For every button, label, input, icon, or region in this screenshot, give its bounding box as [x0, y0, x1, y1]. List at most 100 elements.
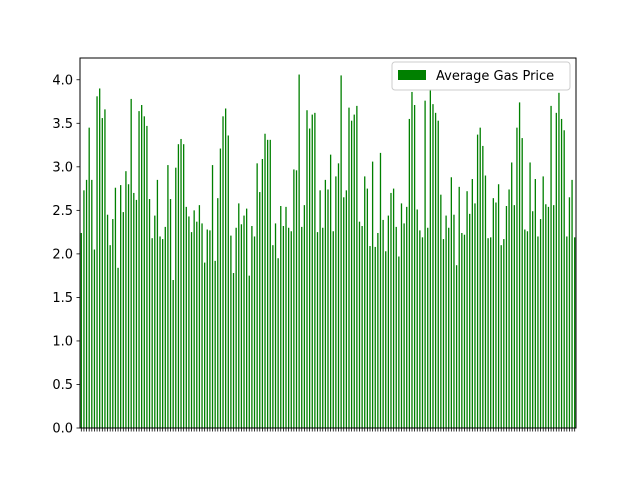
bar: [406, 206, 408, 428]
bar: [450, 177, 452, 428]
bar: [364, 176, 366, 428]
bar: [353, 114, 355, 428]
legend-box: [391, 61, 571, 91]
bar: [104, 109, 106, 429]
bar: [99, 88, 101, 428]
bar: [429, 89, 431, 428]
bar: [261, 158, 264, 429]
bar: [419, 230, 421, 428]
bars-group: [80, 74, 576, 429]
bar: [413, 105, 416, 428]
bar: [387, 215, 390, 428]
bar: [539, 219, 542, 428]
bar: [190, 232, 193, 428]
bar: [500, 245, 502, 428]
bar: [198, 205, 201, 428]
bar: [329, 154, 332, 428]
bar: [524, 229, 526, 428]
y-tick-label: 3.5: [52, 117, 73, 132]
bar: [497, 184, 500, 428]
bar: [319, 190, 321, 428]
bar: [188, 216, 190, 428]
bar: [571, 179, 573, 428]
bar: [398, 256, 400, 428]
bar: [167, 165, 169, 428]
bar: [358, 221, 361, 428]
bar: [88, 127, 90, 429]
bar: [487, 238, 489, 428]
bar: [482, 145, 484, 428]
bar: [566, 236, 568, 428]
bar: [343, 197, 345, 428]
bar: [164, 226, 166, 428]
bar: [340, 75, 342, 428]
bar: [345, 190, 348, 428]
bar: [185, 206, 187, 428]
bar: [272, 245, 274, 428]
bar: [285, 206, 287, 428]
bar: [232, 273, 235, 428]
bar: [356, 105, 358, 428]
bar: [560, 118, 563, 428]
y-tick-label: 3.0: [52, 160, 73, 175]
bar: [371, 161, 374, 428]
bar: [154, 215, 156, 428]
bar: [395, 226, 397, 428]
bar: [256, 163, 258, 428]
bar: [311, 114, 313, 428]
bar: [555, 112, 557, 428]
bar: [314, 112, 316, 428]
legend: Average Gas Price: [391, 61, 571, 91]
bar: [141, 105, 143, 428]
bar: [547, 206, 550, 428]
bar: [434, 112, 437, 428]
bar: [156, 179, 159, 428]
bar: [80, 232, 82, 428]
bar: [526, 231, 529, 428]
bar: [211, 165, 214, 428]
bar: [558, 92, 560, 428]
bar: [93, 249, 96, 428]
bar: [335, 176, 337, 428]
bar: [138, 111, 140, 429]
bar: [427, 227, 429, 428]
bar: [112, 219, 114, 428]
bar: [463, 234, 466, 428]
bar: [432, 104, 434, 428]
bar: [269, 139, 271, 428]
bar: [303, 205, 306, 428]
bar: [243, 215, 245, 428]
bar: [400, 203, 403, 428]
bar: [196, 221, 198, 428]
bar: [411, 91, 413, 428]
bar: [332, 231, 334, 428]
bar: [379, 152, 382, 428]
bar: [127, 184, 130, 428]
bar: [280, 206, 282, 428]
bar: [542, 176, 544, 428]
bar: [392, 188, 395, 428]
y-tick-label: 0.5: [52, 378, 73, 393]
bar: [563, 130, 565, 428]
bar: [248, 275, 250, 428]
bar: [445, 215, 447, 428]
bar: [96, 96, 98, 428]
bar: [508, 189, 510, 428]
bar: [290, 231, 292, 428]
bar: [295, 170, 298, 428]
bar: [125, 171, 127, 428]
bar: [114, 187, 117, 428]
bar: [235, 227, 237, 428]
bar: [361, 226, 363, 428]
bar: [350, 120, 353, 429]
bar: [484, 175, 487, 428]
bar: [366, 188, 369, 428]
bar: [537, 236, 539, 428]
bar: [327, 189, 329, 428]
bar: [448, 227, 450, 428]
bar: [442, 239, 445, 428]
bar: [518, 102, 521, 429]
bar: [390, 192, 392, 428]
bar: [214, 260, 216, 428]
